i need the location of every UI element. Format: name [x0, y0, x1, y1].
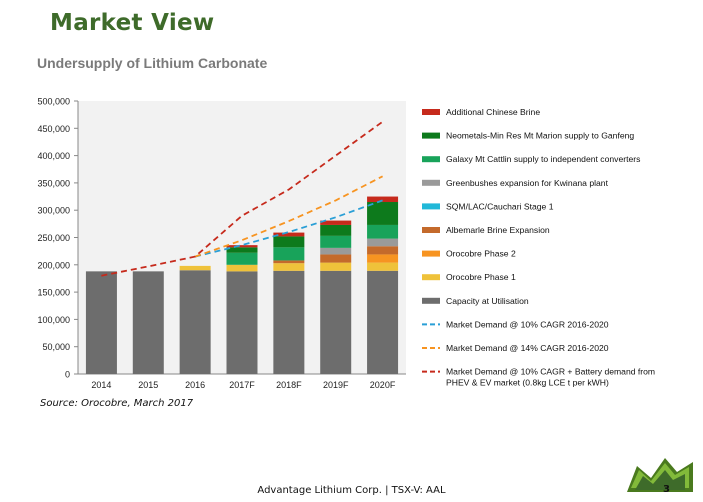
- legend-swatch: [422, 203, 440, 210]
- y-tick-label: 0: [65, 370, 70, 380]
- bar-segment: [320, 270, 352, 374]
- bar-segment: [320, 220, 352, 225]
- bar-segment: [179, 265, 211, 271]
- page-title: Market View: [50, 10, 215, 36]
- bar-segment: [273, 263, 305, 271]
- y-tick-label: 50,000: [42, 342, 70, 352]
- legend-label: Market Demand @ 10% CAGR 2016-2020: [446, 319, 609, 329]
- bar-segment: [320, 254, 352, 263]
- bar-segment: [273, 270, 305, 374]
- legend-swatch: [422, 179, 440, 186]
- legend-label: Market Demand @ 10% CAGR + Battery deman…: [446, 367, 655, 377]
- legend-swatch: [422, 274, 440, 281]
- legend-swatch: [422, 109, 440, 115]
- bar-segment: [320, 235, 352, 248]
- legend-label: PHEV & EV market (0.8kg LCE t per kWH): [446, 378, 609, 388]
- y-tick-label: 300,000: [37, 206, 70, 216]
- x-tick-label: 2019F: [323, 380, 349, 390]
- legend-label: Galaxy Mt Cattlin supply to independent …: [446, 154, 640, 164]
- bar-segment: [226, 252, 258, 265]
- bar-segment: [367, 246, 399, 255]
- legend-label: Orocobre Phase 1: [446, 272, 516, 282]
- legend-label: Neometals-Min Res Mt Marion supply to Ga…: [446, 131, 634, 141]
- x-tick-label: 2016: [185, 380, 205, 390]
- y-tick-label: 350,000: [37, 178, 70, 188]
- legend-label: Capacity at Utilisation: [446, 296, 529, 306]
- bar-segment: [226, 264, 258, 272]
- bar-segment: [320, 262, 352, 271]
- chart-title: Undersupply of Lithium Carbonate: [37, 55, 268, 71]
- legend-label: Market Demand @ 14% CAGR 2016-2020: [446, 343, 609, 353]
- bar-segment: [226, 245, 258, 248]
- bar-segment: [367, 262, 399, 271]
- y-tick-label: 500,000: [37, 97, 70, 107]
- source-note: Source: Orocobre, March 2017: [40, 398, 194, 409]
- bar-segment: [367, 224, 399, 239]
- legend-label: Albemarle Brine Expansion: [446, 225, 550, 235]
- company-logo-icon: [627, 458, 693, 492]
- legend-swatch: [422, 250, 440, 257]
- legend-label: Additional Chinese Brine: [446, 107, 540, 117]
- bar-segment: [367, 196, 399, 203]
- bar-segment: [85, 271, 117, 374]
- legend-swatch: [422, 156, 440, 163]
- bar-segment: [320, 224, 352, 236]
- bar-segment: [132, 271, 164, 374]
- lithium-supply-chart: 0 50,000 100,000 150,000 200,000 250,000 300,0…: [37, 97, 655, 391]
- bar-segment: [179, 270, 211, 374]
- legend-label: Greenbushes expansion for Kwinana plant: [446, 178, 609, 188]
- bar-segment: [320, 247, 352, 255]
- y-tick-label: 150,000: [37, 288, 70, 298]
- y-tick-label: 100,000: [37, 315, 70, 325]
- x-tick-label: 2015: [138, 380, 158, 390]
- x-tick-label: 2018F: [276, 380, 302, 390]
- x-tick-label: 2014: [91, 380, 111, 390]
- bar-segment: [273, 247, 305, 261]
- bar-segment: [367, 254, 399, 263]
- legend-swatch: [422, 227, 440, 233]
- y-tick-label: 450,000: [37, 124, 70, 134]
- x-tick-label: 2020F: [370, 380, 396, 390]
- series-line: [194, 175, 384, 258]
- series-line: [194, 199, 383, 258]
- bar-segment: [226, 271, 258, 374]
- footer-company: Advantage Lithium Corp. | TSX-V: AAL: [257, 485, 446, 496]
- bar-segment: [367, 238, 399, 247]
- bar-segment: [367, 270, 399, 374]
- legend-swatch: [422, 132, 440, 139]
- page-number: 3: [663, 484, 670, 495]
- legend-swatch: [422, 297, 440, 304]
- x-tick-label: 2017F: [229, 380, 255, 390]
- y-tick-label: 400,000: [37, 151, 70, 161]
- bar-segment: [367, 202, 399, 225]
- bar-segment: [273, 260, 305, 264]
- legend-label: Orocobre Phase 2: [446, 249, 516, 259]
- y-tick-label: 200,000: [37, 260, 70, 270]
- bar-segment: [226, 247, 258, 253]
- bar-segment: [273, 236, 305, 248]
- bar-segment: [273, 232, 305, 237]
- y-tick-label: 250,000: [37, 233, 70, 243]
- legend-label: SQM/LAC/Cauchari Stage 1: [446, 201, 554, 211]
